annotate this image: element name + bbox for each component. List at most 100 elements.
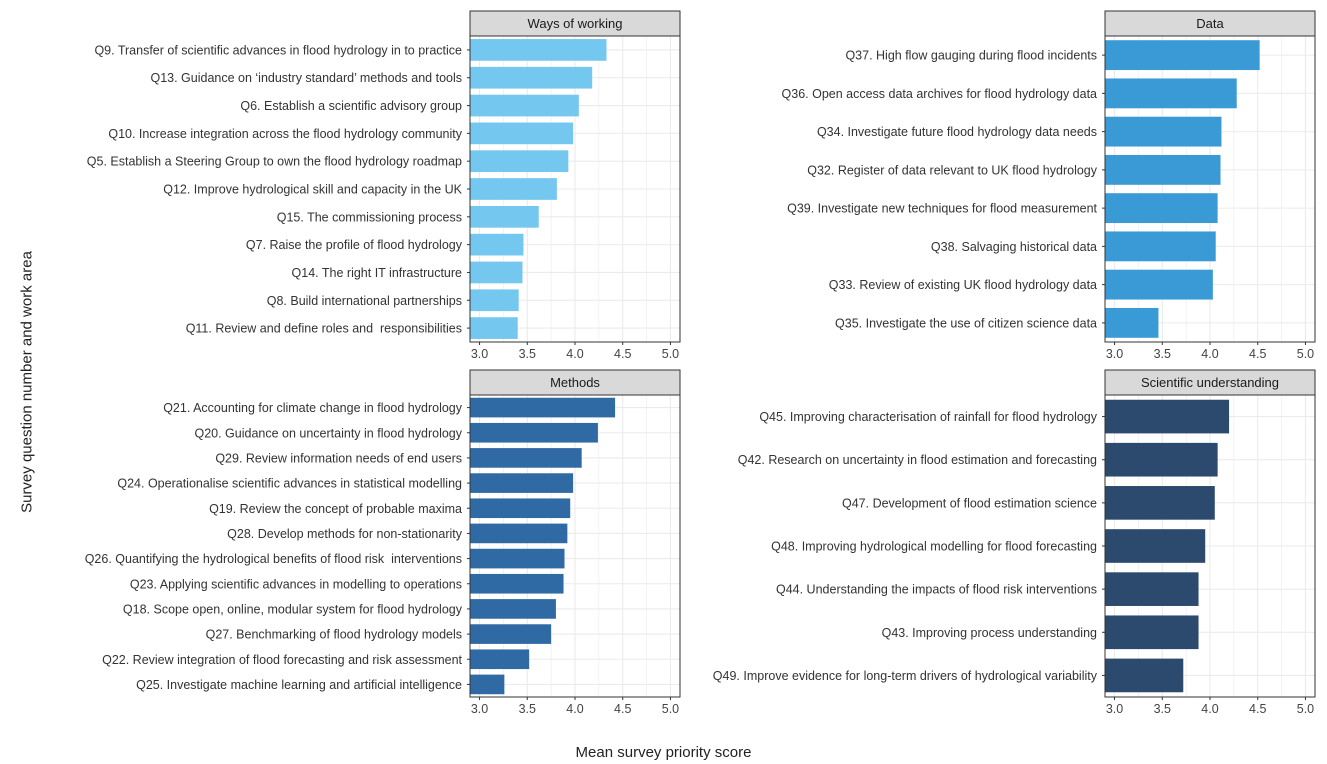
category-label-methods-9: Q18. Scope open, online, modular system … bbox=[123, 602, 463, 616]
category-label-methods-4: Q24. Operationalise scientific advances … bbox=[117, 477, 462, 491]
bar-ways-of-working-11 bbox=[470, 317, 518, 339]
bar-ways-of-working-2 bbox=[470, 66, 593, 89]
bar-ways-of-working-4 bbox=[470, 122, 574, 145]
category-label-scientific-understanding-4: Q48. Improving hydrological modelling fo… bbox=[771, 540, 1097, 554]
facet-strip-scientific-understanding bbox=[1104, 369, 1316, 396]
category-label-ways-of-working-8: Q7. Raise the profile of flood hydrology bbox=[246, 238, 463, 252]
category-label-ways-of-working-4: Q10. Increase integration across the flo… bbox=[108, 127, 462, 141]
category-label-scientific-understanding-1: Q45. Improving characterisation of rainf… bbox=[759, 410, 1097, 424]
bar-data-7 bbox=[1105, 269, 1213, 300]
category-label-methods-2: Q20. Guidance on uncertainty in flood hy… bbox=[194, 426, 462, 440]
facet-title-ways-of-working: Ways of working bbox=[528, 16, 623, 31]
category-label-scientific-understanding-7: Q49. Improve evidence for long-term driv… bbox=[713, 669, 1098, 683]
bar-methods-1 bbox=[470, 397, 616, 418]
bar-methods-3 bbox=[470, 448, 582, 468]
x-tick-label-ways-of-working: 4.5 bbox=[614, 347, 631, 361]
bar-ways-of-working-6 bbox=[470, 178, 557, 200]
category-label-ways-of-working-1: Q9. Transfer of scientific advances in f… bbox=[94, 43, 462, 57]
category-label-methods-3: Q29. Review information needs of end use… bbox=[215, 451, 462, 465]
bar-scientific-understanding-2 bbox=[1105, 442, 1218, 477]
category-label-data-3: Q34. Investigate future flood hydrology … bbox=[817, 125, 1097, 139]
bar-data-8 bbox=[1105, 307, 1159, 338]
bar-scientific-understanding-1 bbox=[1105, 399, 1230, 434]
bar-data-6 bbox=[1105, 231, 1216, 262]
category-label-data-8: Q35. Investigate the use of citizen scie… bbox=[835, 316, 1097, 330]
category-label-ways-of-working-3: Q6. Establish a scientific advisory grou… bbox=[240, 99, 462, 113]
bar-methods-8 bbox=[470, 573, 564, 594]
bar-ways-of-working-5 bbox=[470, 150, 569, 173]
bar-methods-4 bbox=[470, 473, 574, 493]
x-tick-label-ways-of-working: 5.0 bbox=[662, 347, 679, 361]
bar-methods-6 bbox=[470, 523, 568, 544]
x-tick-label-methods: 4.5 bbox=[614, 702, 631, 716]
category-label-data-5: Q39. Investigate new techniques for floo… bbox=[787, 202, 1097, 216]
category-label-methods-10: Q27. Benchmarking of flood hydrology mod… bbox=[206, 628, 462, 642]
category-label-ways-of-working-5: Q5. Establish a Steering Group to own th… bbox=[87, 155, 462, 169]
category-label-data-1: Q37. High flow gauging during flood inci… bbox=[845, 49, 1097, 63]
x-tick-label-scientific-understanding: 3.0 bbox=[1106, 702, 1123, 716]
category-label-data-6: Q38. Salvaging historical data bbox=[931, 240, 1097, 254]
bar-ways-of-working-10 bbox=[470, 289, 519, 312]
bar-methods-2 bbox=[470, 422, 598, 443]
bar-ways-of-working-1 bbox=[470, 39, 607, 61]
facet-strip-methods bbox=[469, 369, 681, 396]
category-label-methods-1: Q21. Accounting for climate change in fl… bbox=[163, 401, 463, 415]
category-label-data-4: Q32. Register of data relevant to UK flo… bbox=[807, 163, 1097, 177]
x-tick-label-ways-of-working: 3.5 bbox=[519, 347, 536, 361]
category-label-ways-of-working-11: Q11. Review and define roles and respons… bbox=[186, 322, 462, 336]
category-label-ways-of-working-2: Q13. Guidance on ‘industry standard’ met… bbox=[150, 71, 462, 85]
x-tick-label-scientific-understanding: 5.0 bbox=[1297, 702, 1314, 716]
facet-title-data: Data bbox=[1196, 16, 1224, 31]
bar-data-4 bbox=[1105, 154, 1221, 185]
x-tick-label-data: 3.0 bbox=[1106, 347, 1123, 361]
category-label-methods-7: Q26. Quantifying the hydrological benefi… bbox=[85, 552, 462, 566]
category-label-methods-5: Q19. Review the concept of probable maxi… bbox=[209, 502, 462, 516]
bar-data-1 bbox=[1105, 40, 1260, 71]
bar-methods-11 bbox=[470, 649, 530, 670]
category-label-ways-of-working-7: Q15. The commissioning process bbox=[277, 210, 462, 224]
bar-scientific-understanding-5 bbox=[1105, 572, 1199, 606]
category-label-scientific-understanding-6: Q43. Improving process understanding bbox=[882, 626, 1097, 640]
bar-methods-10 bbox=[470, 624, 552, 644]
x-tick-label-scientific-understanding: 4.5 bbox=[1249, 702, 1266, 716]
facet-strip-ways-of-working bbox=[469, 10, 681, 37]
bar-methods-5 bbox=[470, 498, 571, 519]
bar-data-2 bbox=[1105, 78, 1237, 109]
facet-title-scientific-understanding: Scientific understanding bbox=[1141, 375, 1279, 390]
category-label-ways-of-working-6: Q12. Improve hydrological skill and capa… bbox=[163, 183, 462, 197]
x-tick-label-data: 4.5 bbox=[1249, 347, 1266, 361]
category-label-methods-12: Q25. Investigate machine learning and ar… bbox=[136, 678, 462, 692]
x-tick-label-methods: 3.0 bbox=[471, 702, 488, 716]
bar-ways-of-working-9 bbox=[470, 261, 523, 284]
bar-methods-12 bbox=[470, 674, 505, 695]
x-tick-label-data: 4.0 bbox=[1201, 347, 1218, 361]
x-axis-title: Mean survey priority score bbox=[575, 744, 752, 761]
x-tick-label-methods: 5.0 bbox=[662, 702, 679, 716]
category-label-scientific-understanding-5: Q44. Understanding the impacts of flood … bbox=[776, 583, 1097, 597]
x-tick-label-ways-of-working: 4.0 bbox=[566, 347, 583, 361]
category-label-data-2: Q36. Open access data archives for flood… bbox=[782, 87, 1098, 101]
category-label-methods-6: Q28. Develop methods for non-stationarit… bbox=[227, 527, 463, 541]
category-label-ways-of-working-10: Q8. Build international partnerships bbox=[267, 294, 462, 308]
category-label-methods-8: Q23. Applying scientific advances in mod… bbox=[130, 577, 462, 591]
bar-methods-7 bbox=[470, 548, 565, 569]
x-tick-label-scientific-understanding: 3.5 bbox=[1154, 702, 1171, 716]
category-label-ways-of-working-9: Q14. The right IT infrastructure bbox=[292, 266, 462, 280]
x-tick-label-ways-of-working: 3.0 bbox=[471, 347, 488, 361]
category-label-scientific-understanding-2: Q42. Research on uncertainty in flood es… bbox=[738, 453, 1097, 467]
bar-data-3 bbox=[1105, 116, 1222, 147]
x-tick-label-data: 5.0 bbox=[1297, 347, 1314, 361]
category-label-scientific-understanding-3: Q47. Development of flood estimation sci… bbox=[842, 496, 1097, 510]
bar-scientific-understanding-3 bbox=[1105, 486, 1215, 520]
bar-scientific-understanding-7 bbox=[1105, 658, 1184, 693]
category-label-methods-11: Q22. Review integration of flood forecas… bbox=[102, 653, 462, 667]
bar-methods-9 bbox=[470, 599, 556, 619]
bar-ways-of-working-8 bbox=[470, 233, 524, 256]
bar-ways-of-working-3 bbox=[470, 94, 579, 117]
x-tick-label-scientific-understanding: 4.0 bbox=[1201, 702, 1218, 716]
bar-data-5 bbox=[1105, 193, 1218, 224]
category-label-data-7: Q33. Review of existing UK flood hydrolo… bbox=[829, 278, 1097, 292]
x-tick-label-data: 3.5 bbox=[1154, 347, 1171, 361]
x-tick-label-methods: 3.5 bbox=[519, 702, 536, 716]
